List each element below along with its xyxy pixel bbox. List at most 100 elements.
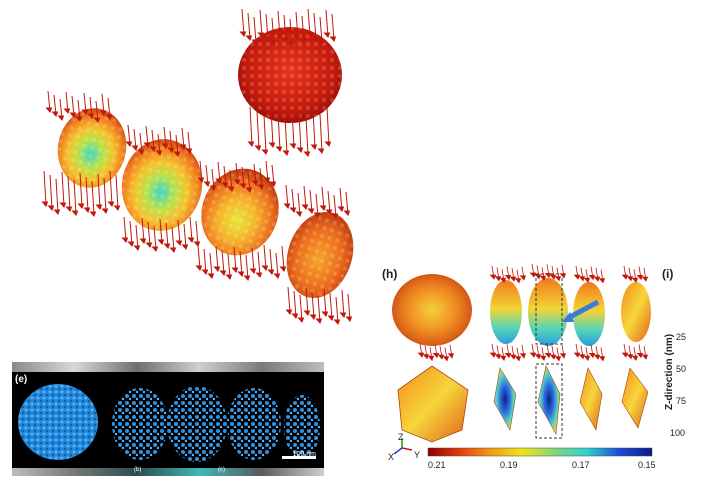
sim-field-arrows [417, 263, 649, 362]
field-arrow-head [499, 355, 507, 361]
field-arrow [49, 174, 53, 210]
field-arrow-head [247, 141, 255, 147]
field-arrow-head [245, 35, 253, 41]
field-arrow [303, 185, 307, 209]
field-arrow-head [283, 203, 291, 209]
field-arrow-head [279, 266, 287, 272]
top-tem-strip [12, 362, 324, 372]
field-arrow-head [311, 35, 319, 41]
field-arrow-head [113, 205, 121, 211]
field-arrow [61, 171, 65, 207]
field-arrow-head [143, 142, 151, 148]
field-arrow [265, 13, 269, 41]
field-arrow [129, 220, 133, 246]
field-arrow-head [343, 210, 351, 216]
field-arrow-head [209, 185, 217, 191]
field-arrow [270, 107, 274, 147]
field-arrow [277, 111, 281, 151]
pointer-arrow [566, 299, 600, 321]
field-arrow-head [494, 354, 502, 360]
field-arrow-head [45, 107, 53, 113]
field-arrow-head [529, 352, 537, 358]
field-arrow [251, 247, 255, 273]
field-arrow-head [626, 276, 634, 282]
field-arrow-head [289, 207, 297, 213]
field-arrow-head [251, 39, 259, 45]
panel-e-background: (e) 100 nm [12, 372, 324, 468]
field-arrow-head [323, 32, 331, 38]
field-arrow-head [544, 272, 552, 279]
field-arrow-head [593, 354, 601, 360]
field-arrow-head [636, 274, 644, 281]
field-arrow-head [559, 353, 567, 359]
field-arrow-head [578, 354, 586, 360]
panel-h-i: (h) (i) Z-direction (nm) 25 50 75 100 Z … [382, 263, 686, 470]
field-arrow [345, 191, 349, 215]
field-arrow-head [169, 247, 177, 253]
field-arrow [317, 295, 321, 323]
field-arrow [298, 112, 302, 152]
field-arrow-head [237, 271, 245, 277]
field-arrow-head [297, 317, 305, 323]
field-arrow-head [107, 201, 115, 207]
field-arrow-head [175, 240, 183, 246]
field-arrow-head [239, 31, 247, 37]
field-arrow-head [275, 146, 283, 152]
field-arrow [135, 224, 139, 250]
field-arrow-head [432, 353, 440, 359]
scale-bar [282, 456, 316, 459]
colorbar-tick-2: 0.19 [500, 460, 518, 470]
field-arrow-head [447, 353, 455, 359]
field-arrow-head [315, 318, 323, 324]
field-arrow-head [47, 205, 55, 211]
field-arrow [245, 254, 249, 280]
field-arrow-head [554, 356, 562, 362]
field-arrow [153, 225, 157, 251]
field-arrow-head [301, 204, 309, 210]
field-arrow [73, 179, 77, 215]
field-arrow-head [77, 203, 85, 209]
field-arrow-head [131, 145, 139, 151]
field-arrow-head [163, 243, 171, 249]
field-arrow-head [81, 109, 89, 115]
field-arrow-head [201, 269, 209, 275]
field-arrow [269, 248, 273, 274]
field-arrow-head [155, 150, 163, 156]
field-arrow-head [69, 112, 77, 118]
field-arrow-head [257, 184, 265, 190]
field-arrow-head [325, 209, 333, 215]
scale-bar-label: 100 nm [292, 451, 316, 458]
field-arrow-head [573, 352, 581, 358]
field-arrow-head [529, 272, 537, 278]
field-arrow [263, 114, 267, 154]
field-arrow-head [195, 265, 203, 271]
field-arrow-head [299, 38, 307, 44]
field-arrow [115, 174, 119, 210]
field-arrow [67, 175, 71, 211]
field-arrow-head [71, 210, 79, 216]
sim-polyhedron-large [397, 365, 469, 443]
field-arrows [41, 8, 353, 325]
field-arrow [289, 18, 293, 46]
sim-particle-slab-2 [528, 278, 568, 346]
field-arrow-head [317, 148, 325, 154]
field-arrow-head [504, 353, 512, 359]
field-arrow-head [285, 309, 293, 315]
field-arrow-head [173, 151, 181, 157]
field-arrow [291, 108, 295, 148]
field-arrow [109, 170, 113, 206]
sim-polyhedron-4 [621, 367, 649, 429]
field-arrow-head [243, 275, 251, 281]
field-arrow-head [489, 274, 497, 280]
field-arrow-head [121, 237, 129, 243]
field-arrow-head [197, 177, 205, 183]
field-arrow-head [179, 144, 187, 150]
field-arrow [159, 218, 163, 244]
field-arrow [189, 216, 193, 242]
field-arrow-head [282, 150, 290, 156]
field-arrow-head [293, 34, 301, 40]
gizmo-x: X [388, 452, 394, 462]
field-arrow [319, 113, 323, 153]
field-arrow [241, 8, 245, 36]
field-arrow-head [519, 353, 527, 359]
